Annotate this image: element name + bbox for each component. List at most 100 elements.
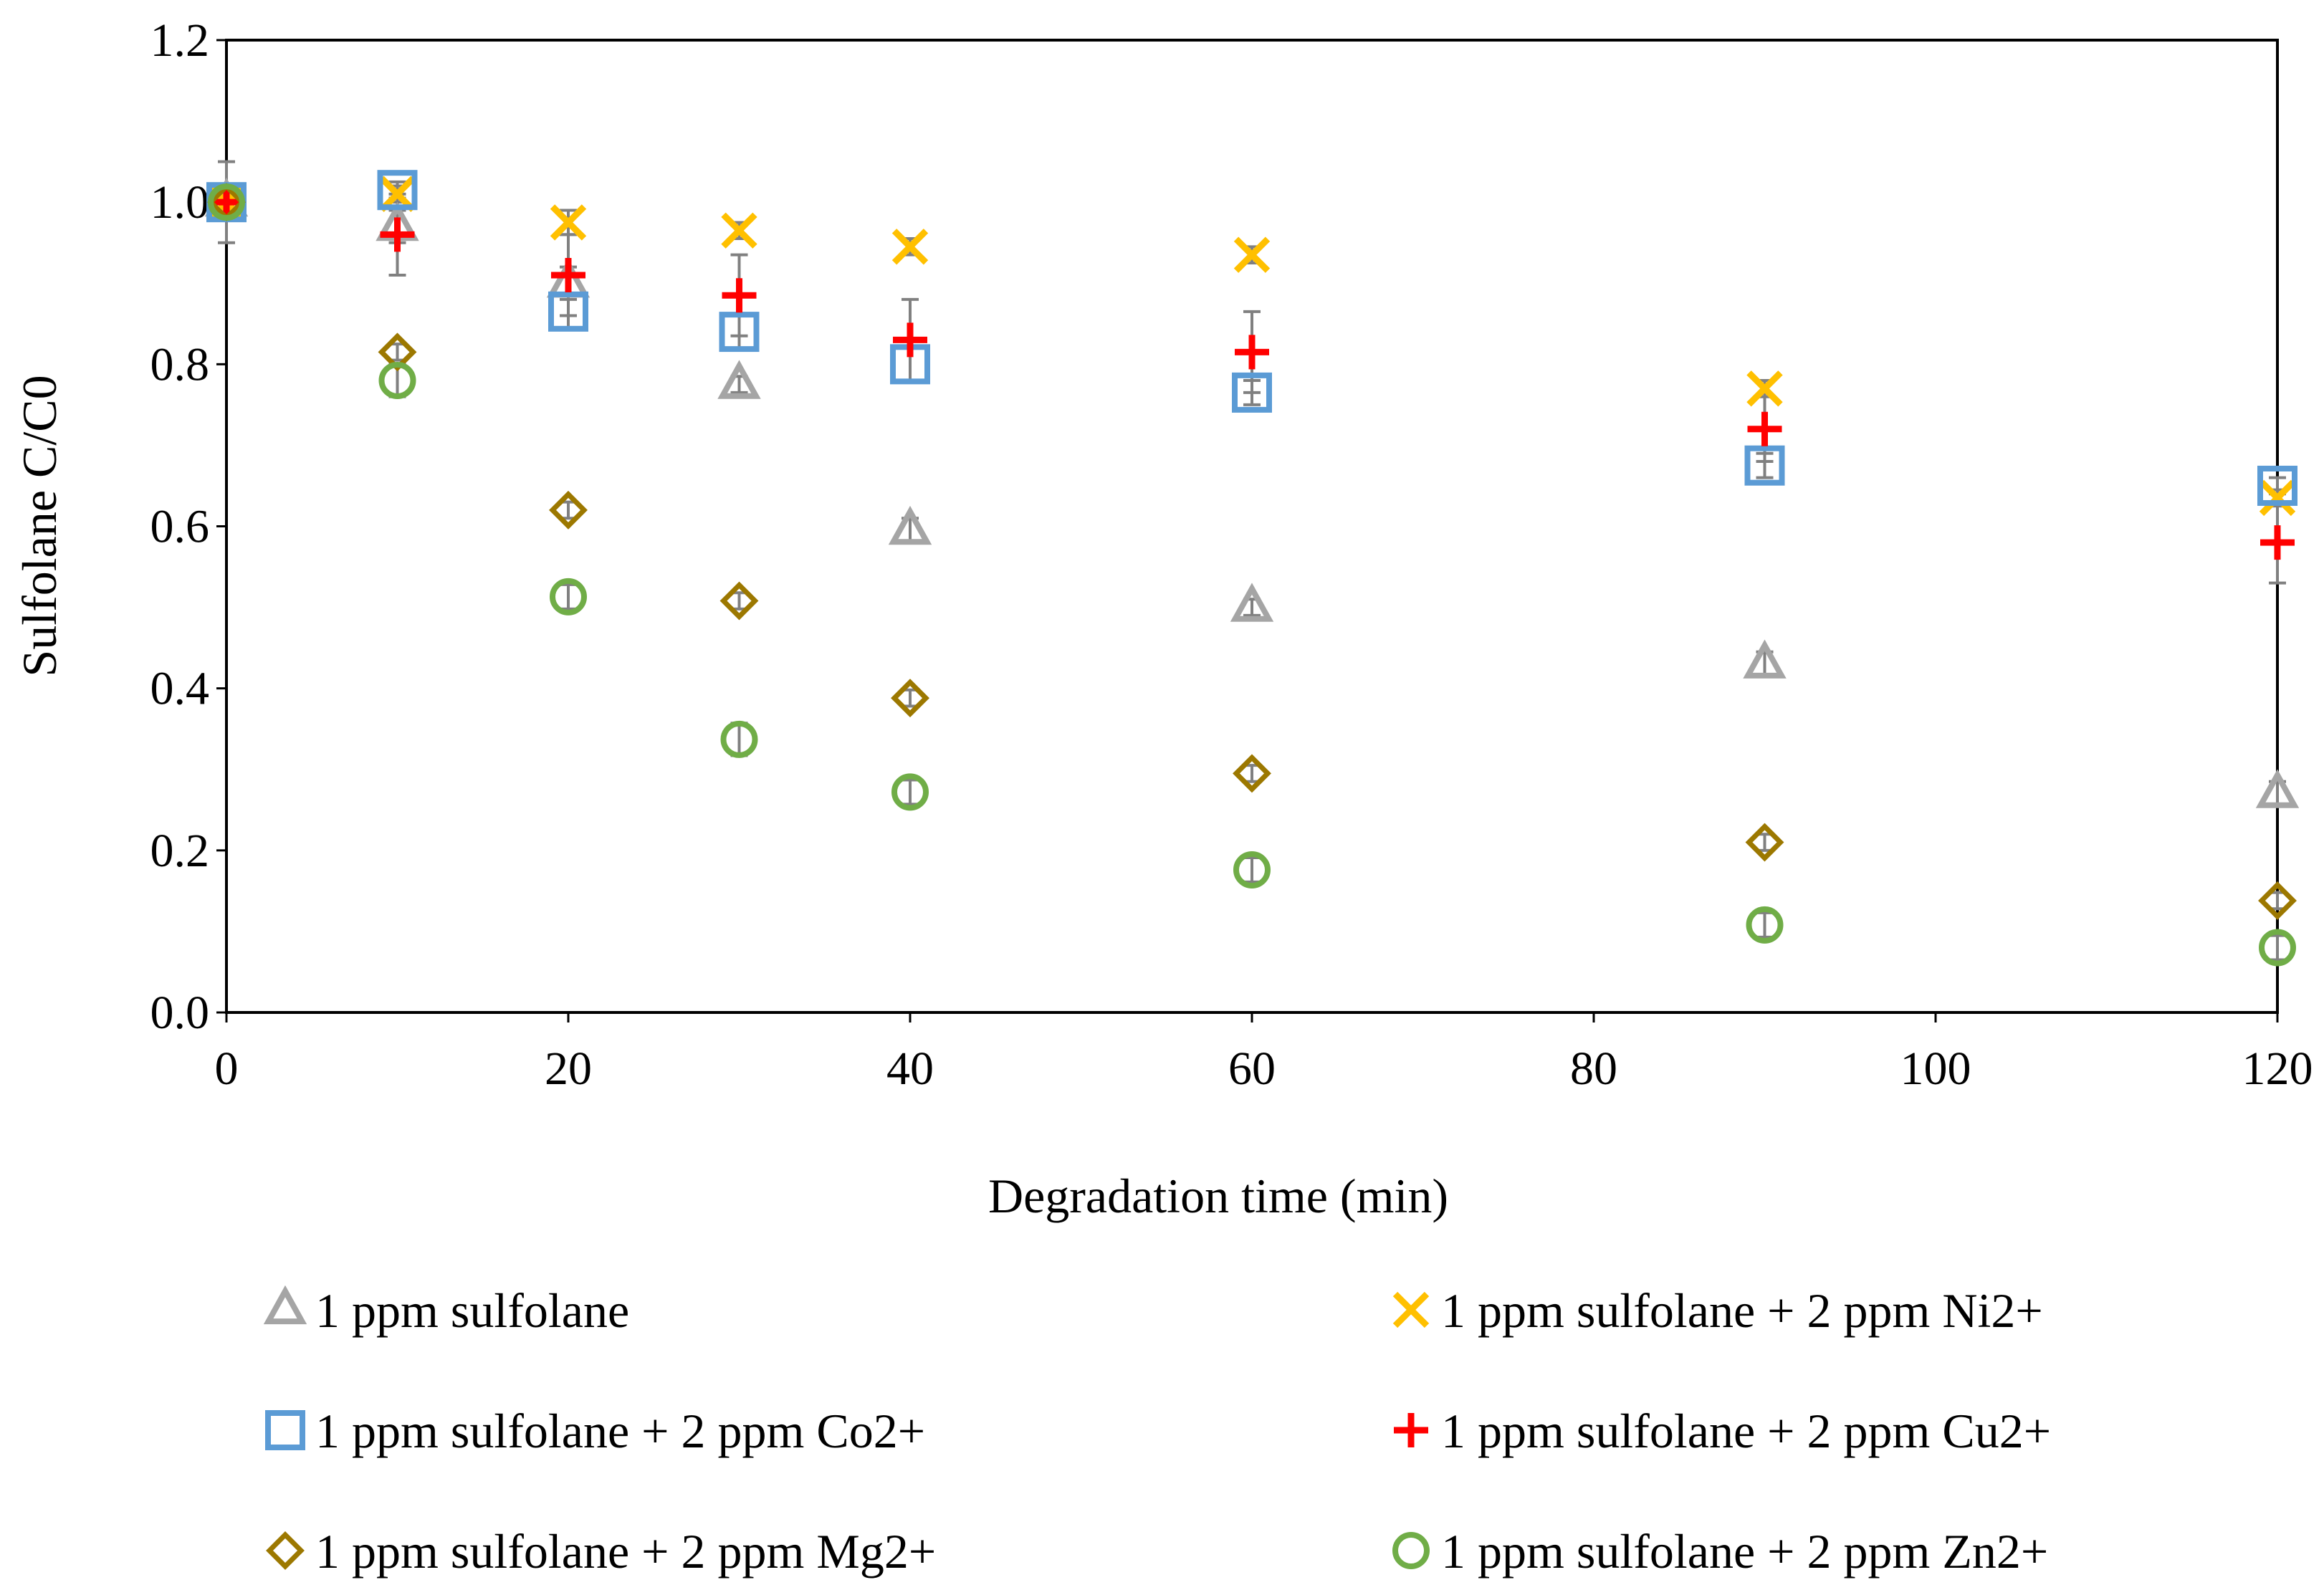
legend-label: 1 ppm sulfolane + 2 ppm Co2+ (315, 1404, 925, 1458)
data-point (891, 679, 929, 718)
data-point (721, 212, 757, 249)
data-point (377, 170, 418, 211)
marker-triangle (2255, 769, 2300, 808)
y-tick-label: 0.4 (150, 663, 210, 715)
marker-triangle (263, 1285, 307, 1325)
data-point (1233, 754, 1271, 793)
marker-diamond (2258, 881, 2297, 920)
data-markers (204, 170, 2300, 967)
data-point (1233, 236, 1271, 273)
y-tick-label: 1.0 (150, 176, 210, 229)
legend-marker (1392, 1532, 1430, 1569)
x-tick-label: 60 (1228, 1043, 1276, 1095)
x-tick-label: 20 (545, 1043, 592, 1095)
x-tick-label: 80 (1570, 1043, 1617, 1095)
marker-x-stroke (550, 204, 587, 241)
data-point (719, 581, 759, 621)
data-point (550, 578, 587, 616)
data-point (551, 257, 585, 292)
x-tick-label: 120 (2242, 1043, 2313, 1095)
data-point (2260, 525, 2295, 560)
data-point (722, 278, 757, 313)
marker-circle (2259, 929, 2296, 967)
data-point (719, 312, 760, 353)
y-tick-label: 0.8 (150, 338, 210, 391)
legend-label: 1 ppm sulfolane (315, 1283, 629, 1338)
marker-circle (720, 720, 758, 758)
data-point (378, 361, 416, 399)
legend-label: 1 ppm sulfolane + 2 ppm Ni2+ (1441, 1283, 2043, 1338)
marker-x-stroke (2259, 479, 2296, 517)
data-point (2259, 479, 2296, 517)
legend-marker (265, 1410, 305, 1450)
y-tick-label: 0.0 (150, 987, 210, 1039)
marker-circle (378, 361, 416, 399)
marker-diamond (719, 581, 759, 621)
data-point (1233, 851, 1271, 888)
data-point (2255, 769, 2300, 808)
marker-square (548, 291, 588, 332)
legend-marker (1392, 1291, 1430, 1328)
data-point (1745, 823, 1784, 862)
x-axis: 0 20 40 60 80 100 120 (215, 1012, 2313, 1095)
data-point (208, 183, 245, 221)
marker-x-stroke (1746, 370, 1783, 407)
data-point (2258, 881, 2297, 920)
y-tick-label: 0.2 (150, 825, 210, 877)
data-point (1744, 445, 1785, 486)
y-axis: 0.0 0.2 0.4 0.6 0.8 1.0 1.2 (150, 14, 226, 1039)
data-point (891, 229, 929, 265)
marker-square (719, 312, 760, 353)
data-point (1747, 411, 1782, 446)
data-point (1232, 372, 1272, 413)
marker-diamond (266, 1531, 305, 1570)
x-tick-label: 0 (215, 1043, 239, 1095)
marker-x-stroke (721, 212, 757, 249)
marker-x-stroke (1233, 236, 1271, 273)
marker-square (265, 1410, 305, 1450)
data-point (720, 720, 758, 758)
data-point (1230, 583, 1274, 622)
marker-circle (1392, 1532, 1430, 1569)
data-point (1746, 370, 1783, 407)
data-point (209, 185, 244, 220)
y-axis-title: Sulfolane C/C0 (12, 375, 67, 676)
marker-circle (1233, 851, 1271, 888)
legend-marker (263, 1285, 307, 1325)
data-point (888, 505, 932, 545)
legend-label: 1 ppm sulfolane + 2 ppm Cu2+ (1441, 1404, 2051, 1458)
data-point (549, 490, 588, 530)
marker-circle (208, 183, 245, 221)
marker-triangle (1230, 583, 1274, 622)
x-axis-title: Degradation time (min) (988, 1169, 1448, 1223)
marker-circle (550, 578, 587, 616)
marker-square (377, 170, 418, 211)
data-point (378, 332, 417, 372)
x-tick-label: 40 (886, 1043, 934, 1095)
data-point (380, 217, 415, 252)
marker-square (1232, 372, 1272, 413)
data-point (1746, 906, 1784, 944)
marker-triangle (1743, 639, 1787, 679)
legend: 1 ppm sulfolane 1 ppm sulfolane + 2 ppm C… (263, 1283, 2051, 1579)
data-point (717, 360, 761, 399)
x-tick-label: 100 (1900, 1043, 1971, 1095)
data-point (1235, 335, 1269, 370)
marker-diamond (549, 490, 588, 530)
y-tick-label: 1.2 (150, 14, 210, 67)
data-point (893, 322, 927, 358)
marker-triangle (888, 505, 932, 545)
data-point (891, 773, 929, 811)
marker-diamond (891, 679, 929, 718)
marker-circle (891, 773, 929, 811)
legend-label: 1 ppm sulfolane + 2 ppm Mg2+ (315, 1524, 936, 1579)
legend-marker (266, 1531, 305, 1570)
marker-triangle (717, 360, 761, 399)
marker-circle (1746, 906, 1784, 944)
legend-label: 1 ppm sulfolane + 2 ppm Zn2+ (1441, 1524, 2048, 1579)
data-point (2259, 929, 2296, 967)
marker-square (2257, 465, 2297, 506)
marker-x-stroke (1392, 1291, 1430, 1328)
